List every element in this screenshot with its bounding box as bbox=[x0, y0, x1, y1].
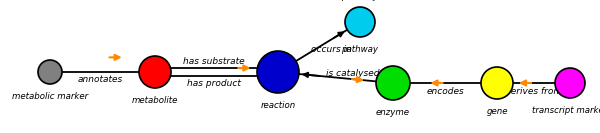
Circle shape bbox=[345, 7, 375, 37]
Text: gene: gene bbox=[486, 107, 508, 116]
Text: derives from: derives from bbox=[505, 86, 563, 95]
Circle shape bbox=[38, 60, 62, 84]
Text: metabolic marker: metabolic marker bbox=[12, 92, 88, 101]
Text: metabolite: metabolite bbox=[132, 96, 178, 105]
Text: reaction: reaction bbox=[260, 101, 296, 110]
Text: is catalysed by: is catalysed by bbox=[326, 69, 393, 78]
Circle shape bbox=[481, 67, 513, 99]
Circle shape bbox=[139, 56, 171, 88]
Circle shape bbox=[257, 51, 299, 93]
Text: transcript marker: transcript marker bbox=[532, 106, 600, 115]
Circle shape bbox=[376, 66, 410, 100]
Text: encodes: encodes bbox=[427, 86, 464, 95]
Text: occurs in: occurs in bbox=[311, 45, 352, 54]
Text: has product: has product bbox=[187, 78, 241, 88]
Circle shape bbox=[555, 68, 585, 98]
Text: enzyme: enzyme bbox=[376, 108, 410, 117]
Text: annotates: annotates bbox=[78, 74, 123, 84]
Text: has substrate: has substrate bbox=[183, 57, 245, 65]
Text: pathway: pathway bbox=[341, 0, 379, 1]
Text: pathway: pathway bbox=[341, 45, 379, 54]
